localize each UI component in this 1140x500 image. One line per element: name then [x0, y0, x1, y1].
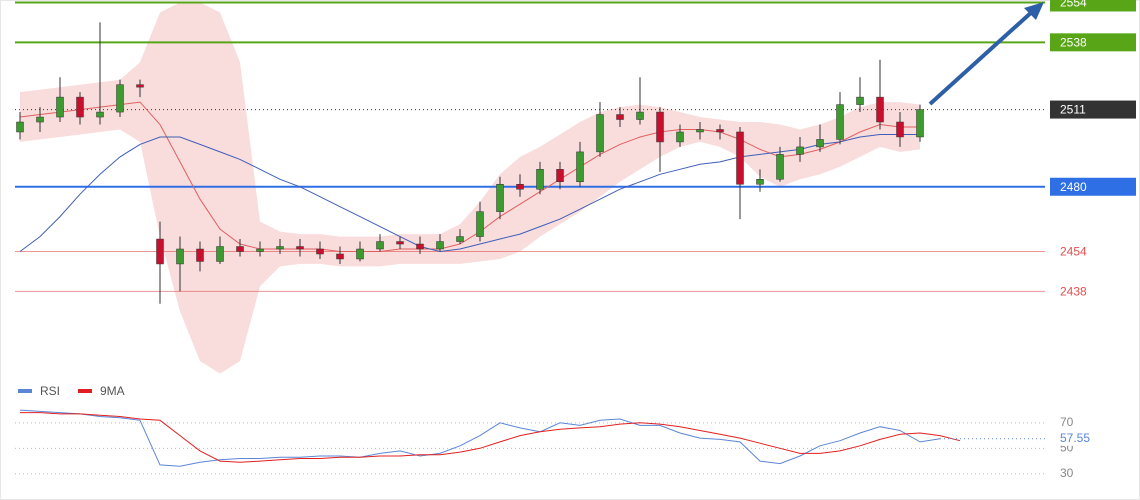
- candle-body: [576, 151, 584, 183]
- candle-body: [36, 116, 44, 123]
- candle-body: [16, 121, 24, 133]
- candle-body: [896, 121, 904, 138]
- overlay: [928, 2, 1044, 106]
- candle-body: [436, 241, 444, 250]
- candle-body: [776, 154, 784, 180]
- candle-body: [116, 84, 124, 113]
- candle-body: [136, 84, 144, 88]
- last-value-label: 57.55: [1060, 431, 1090, 445]
- legend-swatch: [18, 389, 32, 393]
- candle-body: [56, 96, 64, 118]
- candle-body: [376, 241, 384, 250]
- candle-body: [276, 246, 284, 250]
- candle-body: [476, 211, 484, 237]
- candle-body: [256, 248, 264, 252]
- candle-body: [336, 253, 344, 260]
- level-label: 2480: [1060, 180, 1087, 194]
- candle-body: [356, 248, 364, 260]
- candle-body: [456, 236, 464, 242]
- candle-body: [916, 109, 924, 138]
- y-tick-label: 70: [1060, 415, 1074, 429]
- level-label: 2538: [1060, 36, 1087, 50]
- level-label-bg: [1050, 0, 1136, 12]
- level-label: 2511: [1060, 103, 1086, 117]
- candle-body: [616, 114, 624, 120]
- candle-body: [836, 104, 844, 140]
- level-label-bg: [1050, 33, 1136, 52]
- level-label: 2438: [1060, 285, 1087, 299]
- candle-body: [536, 169, 544, 190]
- candle-body: [176, 248, 184, 265]
- legend-swatch: [78, 389, 92, 393]
- last-value-bg: [1056, 431, 1106, 446]
- target-arrow: [928, 8, 1036, 106]
- candle-body: [496, 184, 504, 212]
- candle-body: [656, 111, 664, 143]
- candle-body: [636, 111, 644, 120]
- level-label: 2554: [1060, 0, 1087, 10]
- candle-body: [696, 129, 704, 133]
- candle-body: [416, 243, 424, 250]
- candle-body: [516, 184, 524, 190]
- candle-body: [856, 96, 864, 105]
- arrow-head: [1024, 2, 1044, 20]
- candle-body: [716, 129, 724, 133]
- candle-body: [736, 131, 744, 185]
- candle-body: [796, 146, 804, 155]
- candle-body: [876, 96, 884, 123]
- bollinger-band: [20, 2, 920, 374]
- moving-average: [19, 134, 920, 253]
- legend-label: 9MA: [100, 384, 125, 398]
- candle-body: [216, 246, 224, 262]
- level-label-bg: [1050, 177, 1136, 196]
- candle-body: [596, 114, 604, 153]
- candle-body: [316, 248, 324, 255]
- candle-body: [96, 111, 104, 118]
- level-label-bg: [1050, 100, 1136, 119]
- candle-body: [396, 241, 404, 245]
- candle-body: [236, 246, 244, 252]
- candle-body: [156, 238, 164, 265]
- series-line: [19, 409, 941, 467]
- level-label: 2454: [1060, 245, 1087, 259]
- candle-body: [296, 246, 304, 250]
- legend-label: RSI: [40, 384, 60, 398]
- candle-body: [76, 96, 84, 118]
- candle-body: [816, 139, 824, 148]
- candle-body: [676, 131, 684, 143]
- series-line: [20, 412, 961, 463]
- candle-body: [196, 248, 204, 262]
- candle-body: [556, 169, 564, 183]
- price-panel: 2554 2538 2511 2480 2454 2438: [15, 0, 1136, 374]
- y-tick-label: 30: [1060, 466, 1074, 480]
- candle-body: [756, 179, 764, 185]
